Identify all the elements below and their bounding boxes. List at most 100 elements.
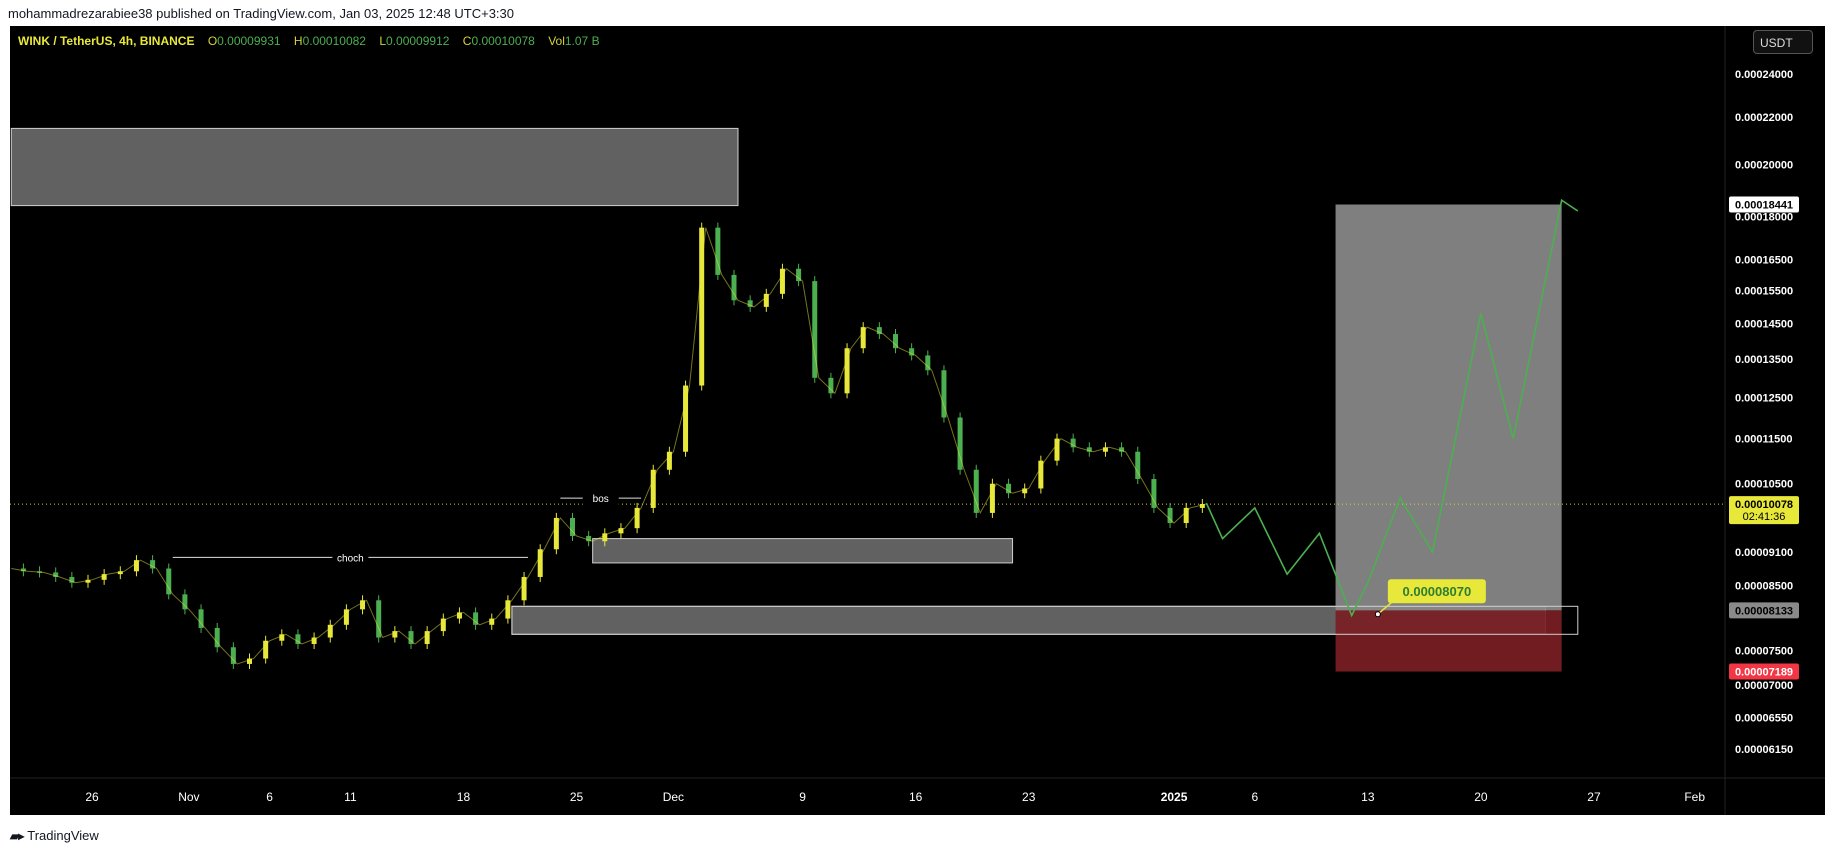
candle-body — [570, 517, 575, 536]
candle-body — [343, 609, 349, 625]
candle-body — [602, 533, 608, 542]
x-tick-label: 13 — [1361, 790, 1375, 804]
candle-body — [101, 574, 107, 580]
candle-body — [327, 624, 333, 638]
chart-area[interactable]: choch bos 0.00008070 0.00024000 0.00022000 0.… — [10, 26, 1825, 815]
candle-body — [1167, 507, 1173, 524]
candle-body — [844, 348, 850, 394]
candle-body — [1151, 479, 1157, 508]
y-tick-label: 0.00008500 — [1735, 581, 1793, 593]
candle-body — [456, 612, 462, 619]
candle-body — [408, 631, 414, 644]
y-tick-label: 0.00014500 — [1735, 319, 1793, 331]
open-label: O — [207, 34, 218, 48]
callout-box — [1387, 579, 1486, 604]
candle-body — [295, 634, 301, 644]
x-tick-label: Nov — [178, 790, 199, 804]
symbol-legend: WINK / TetherUS, 4h, BINANCE O0.00009931… — [18, 34, 600, 48]
candle-body — [1086, 447, 1092, 452]
volume-label: Vol — [548, 34, 565, 48]
callout-pointer — [1377, 601, 1393, 615]
candle-body — [53, 572, 59, 577]
candle-body — [133, 560, 139, 572]
candle-body — [311, 637, 317, 644]
x-tick-label: 16 — [909, 790, 923, 804]
candle-body — [1135, 451, 1141, 480]
candle-body — [1038, 460, 1044, 489]
y-tick-label: 0.00024000 — [1735, 69, 1793, 81]
x-tick-label: 2025 — [1161, 790, 1188, 804]
y-tick-label: 0.00006550 — [1735, 713, 1793, 725]
candle-body — [860, 327, 866, 349]
candle-body — [20, 568, 26, 572]
countdown-label: 02:41:36 — [1743, 511, 1786, 523]
candle-body — [1199, 503, 1205, 508]
volume-value: 1.07 B — [564, 34, 600, 48]
candle-body — [796, 268, 802, 282]
price-level-badge — [1729, 196, 1799, 213]
y-tick-label: 0.00009100 — [1735, 547, 1793, 559]
annotation-label: bos — [593, 494, 609, 505]
candle-body — [763, 293, 769, 307]
x-tick-label: 11 — [344, 790, 357, 804]
y-tick-label: 0.00022000 — [1735, 112, 1793, 124]
candle-body — [586, 535, 592, 542]
x-tick-label: Feb — [1684, 790, 1705, 804]
x-tick-label: Dec — [663, 790, 684, 804]
candle-body — [893, 334, 898, 349]
candle-body — [489, 618, 495, 625]
currency-button[interactable]: USDT — [1753, 30, 1813, 54]
candle-body — [666, 451, 672, 470]
candle-body — [424, 631, 430, 644]
candle-body — [263, 640, 269, 659]
candle-body — [198, 609, 204, 628]
candle-body — [166, 568, 172, 595]
candle-body — [957, 417, 963, 470]
brand-label: TradingView — [27, 828, 99, 843]
candle-body — [989, 483, 995, 513]
candle-body — [440, 618, 446, 632]
candle-body — [360, 600, 366, 610]
candle-body — [214, 627, 220, 648]
price-level-badge — [1729, 602, 1799, 619]
candle-body — [230, 647, 236, 664]
y-tick-label: 0.00018000 — [1735, 211, 1793, 223]
candle-body — [650, 469, 656, 508]
stop-box — [1335, 610, 1562, 672]
price-chart[interactable]: choch bos 0.00008070 0.00024000 0.00022000 0.… — [10, 26, 1825, 815]
close-value: 0.00010078 — [471, 34, 535, 48]
candle-body — [182, 594, 188, 610]
open-value: 0.00009931 — [217, 34, 281, 48]
tradingview-brand[interactable]: ▰▸ TradingView — [10, 828, 99, 843]
annotation-label: choch — [337, 553, 364, 564]
y-tick-label: 0.00010500 — [1735, 479, 1793, 491]
candle-body — [505, 600, 511, 619]
y-tick-label: 0.00020000 — [1735, 159, 1793, 171]
candle-body — [731, 274, 737, 301]
y-tick-label: 0.00016500 — [1735, 255, 1793, 267]
candle-body — [1054, 438, 1060, 461]
candle-body — [715, 227, 721, 275]
price-level-label: 0.00007189 — [1735, 667, 1793, 679]
projection-path — [1205, 198, 1579, 618]
candle-body — [683, 385, 689, 452]
candle-body — [1070, 438, 1076, 448]
candle-body — [376, 600, 382, 638]
candle-body — [473, 612, 479, 625]
price-line — [11, 227, 1207, 665]
candle-body — [117, 571, 123, 575]
candle-body — [553, 517, 559, 550]
high-value: 0.00010082 — [302, 34, 366, 48]
candle-body — [925, 355, 931, 371]
x-tick-label: 20 — [1474, 790, 1488, 804]
candle-body — [1022, 488, 1028, 494]
candle-body — [909, 348, 915, 356]
target-box — [1335, 204, 1562, 611]
y-tick-label: 0.00013500 — [1735, 354, 1793, 366]
candle-body — [1006, 483, 1012, 494]
x-tick-label: 9 — [799, 790, 806, 804]
candle-body — [1102, 447, 1108, 452]
candle-body — [876, 327, 882, 335]
zone-box — [10, 127, 739, 207]
price-level-label: 0.00018441 — [1735, 199, 1793, 211]
